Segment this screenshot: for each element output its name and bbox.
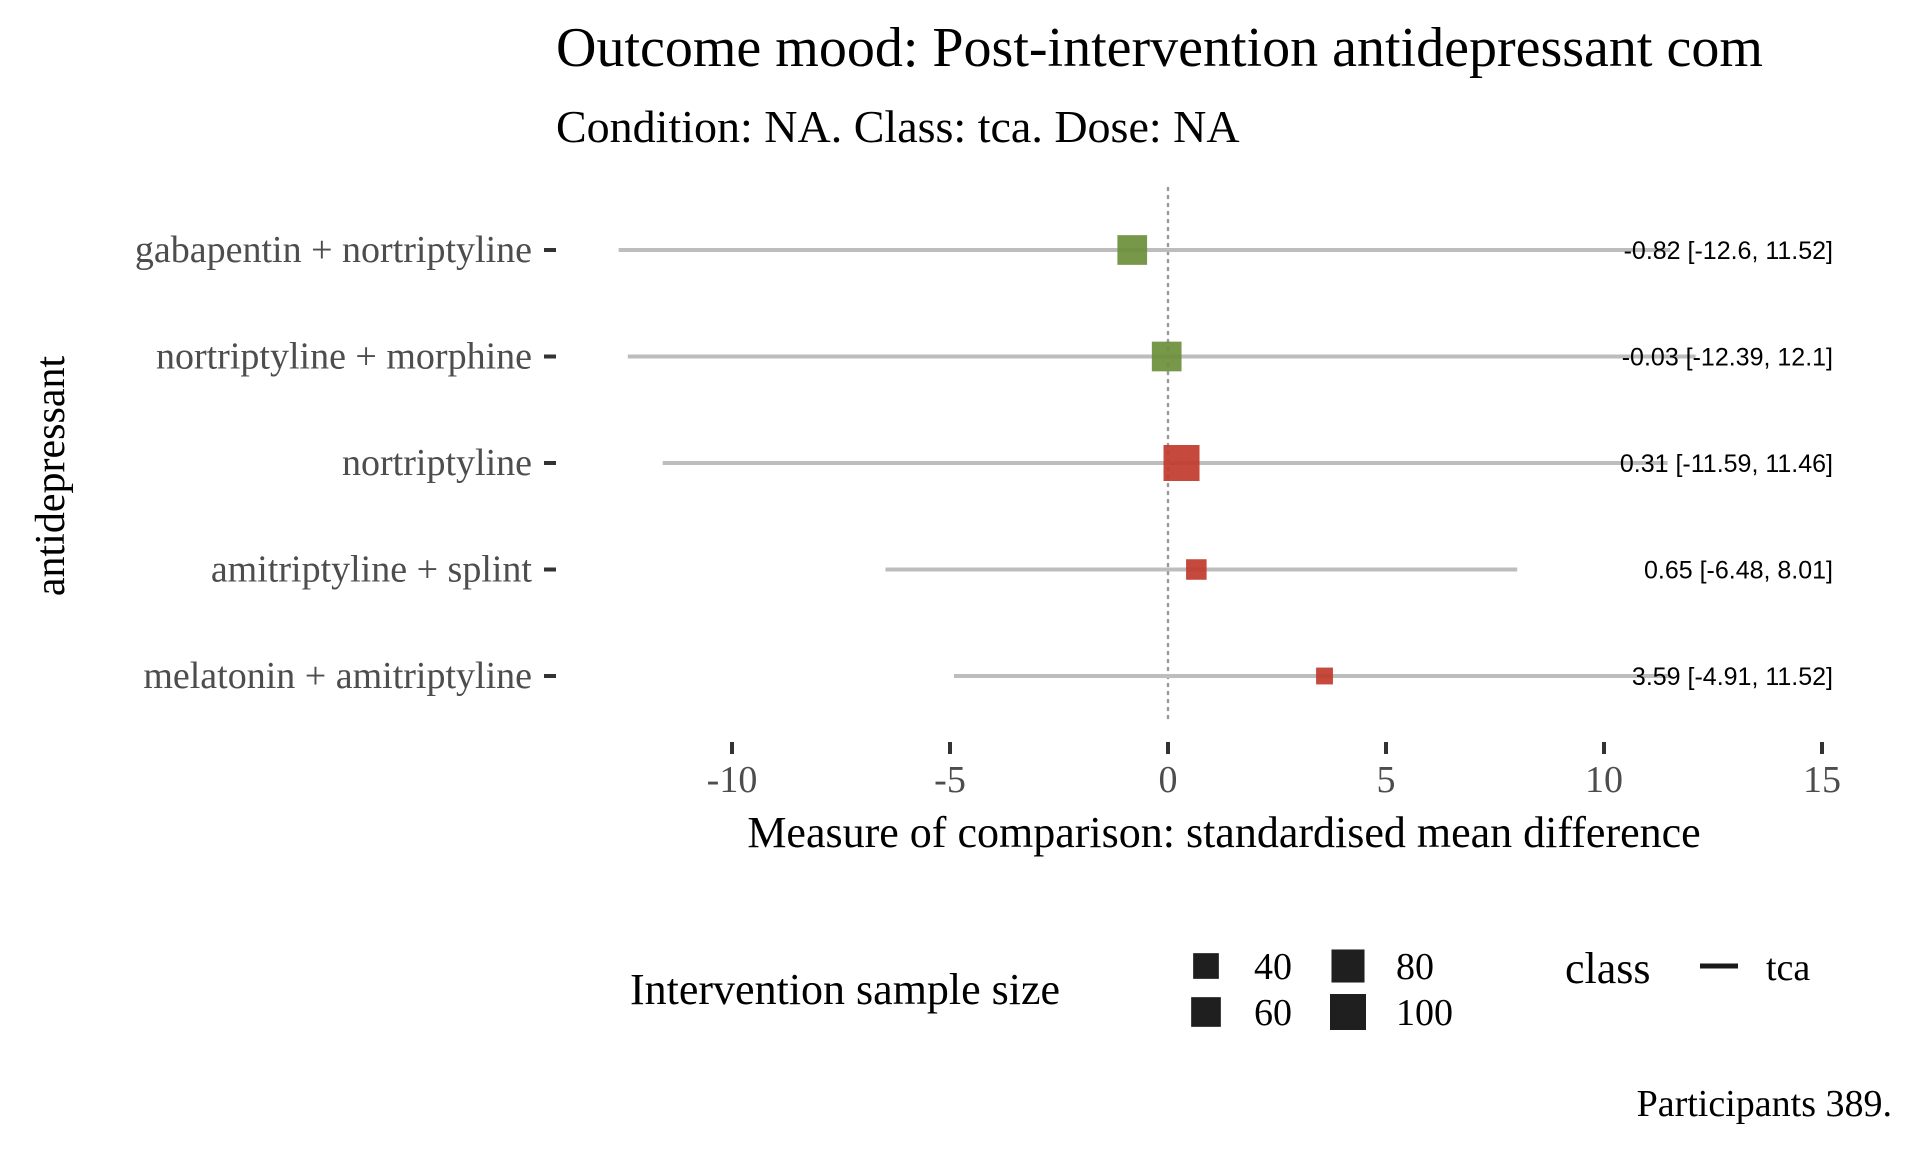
x-tick-label: 0: [1159, 759, 1178, 801]
y-tick-label: nortriptyline: [342, 442, 532, 484]
plot-area: gabapentin + nortriptyline -0.82 [-12.6, …: [135, 186, 1841, 801]
x-tick-label: 15: [1803, 759, 1841, 801]
size-legend-title: Intervention sample size: [630, 965, 1060, 1014]
y-tick-label: nortriptyline + morphine: [156, 336, 532, 378]
chart-subtitle: Condition: NA. Class: tca. Dose: NA: [556, 101, 1240, 152]
size-legend-label: 100: [1396, 992, 1453, 1034]
y-tick-label: melatonin + amitriptyline: [143, 655, 532, 697]
chart-title: Outcome mood: Post-intervention antidepr…: [556, 17, 1763, 79]
size-legend-key: [1191, 997, 1221, 1027]
x-tick-label: 10: [1585, 759, 1623, 801]
y-axis-title: antidepressant: [28, 356, 74, 597]
y-tick-label: gabapentin + nortriptyline: [135, 229, 532, 271]
size-legend-key: [1331, 949, 1365, 983]
x-tick-label: 5: [1377, 759, 1396, 801]
size-legend-key: [1330, 994, 1366, 1030]
ci-label: -0.82 [-12.6, 11.52]: [1624, 237, 1833, 265]
chart-caption: Participants 389.: [1637, 1083, 1892, 1125]
x-tick-label: -5: [934, 759, 966, 801]
size-legend-label: 40: [1254, 946, 1292, 988]
estimate-point: [1186, 559, 1207, 580]
estimate-point: [1163, 445, 1200, 481]
size-legend-key: [1193, 953, 1219, 979]
class-legend-title: class: [1565, 944, 1651, 993]
ci-label: 0.31 [-11.59, 11.46]: [1620, 450, 1833, 478]
ci-label: 3.59 [-4.91, 11.52]: [1632, 663, 1833, 691]
estimate-point: [1117, 235, 1148, 265]
x-axis-title: Measure of comparison: standardised mean…: [747, 808, 1700, 857]
size-legend-label: 60: [1254, 992, 1292, 1034]
class-legend-label: tca: [1766, 947, 1810, 989]
estimate-point: [1151, 341, 1182, 372]
ci-label: -0.03 [-12.39, 12.1]: [1622, 344, 1833, 372]
estimate-point: [1316, 667, 1333, 685]
x-tick-label: -10: [707, 759, 758, 801]
y-tick-label: amitriptyline + splint: [211, 549, 533, 591]
size-legend-label: 80: [1396, 946, 1434, 988]
ci-label: 0.65 [-6.48, 8.01]: [1644, 557, 1833, 585]
